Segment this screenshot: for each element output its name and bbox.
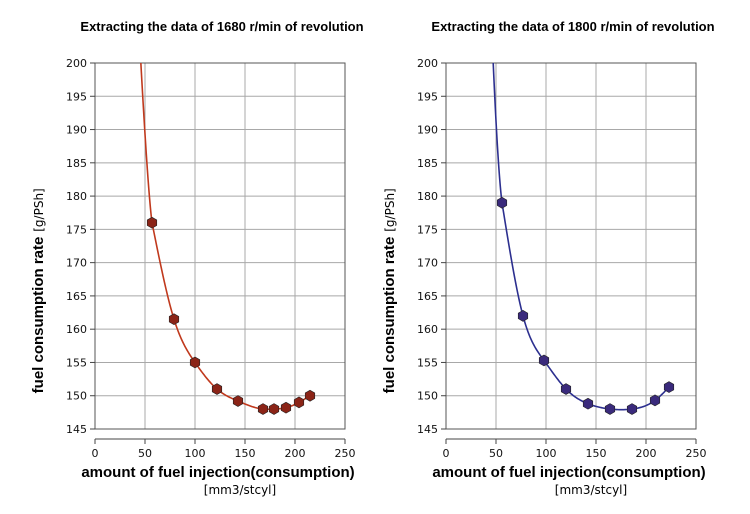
data-point: [582, 397, 594, 410]
y-tick-label: 190: [417, 124, 438, 137]
x-tick-label: 50: [138, 447, 152, 460]
y-tick-label: 185: [417, 157, 438, 170]
y-tick-label: 200: [66, 57, 87, 70]
y-tick-label: 160: [66, 323, 87, 336]
x-tick-label: 50: [489, 447, 503, 460]
y-tick-label: 165: [417, 290, 438, 303]
data-point: [604, 403, 616, 415]
y-tick-label: 150: [417, 390, 438, 403]
y-tick-label: 175: [417, 223, 438, 236]
chart-title: Extracting the data of 1680 r/min of rev…: [80, 19, 363, 34]
y-tick-label: 170: [417, 257, 438, 270]
y-tick-label: 150: [66, 390, 87, 403]
data-point: [268, 403, 280, 415]
data-point: [517, 310, 529, 322]
y-tick-label: 160: [417, 323, 438, 336]
plot-frame: [445, 62, 697, 430]
grid: [446, 63, 696, 429]
y-tick-label: 145: [66, 423, 87, 436]
y-tick-label: 175: [66, 223, 87, 236]
x-axis-unit: [mm3/stcyl]: [204, 483, 276, 497]
fit-curve: [140, 63, 311, 411]
x-tick-label: 0: [92, 447, 99, 460]
chart-1800-rpm: 0 50 100 150 200 250 145 150 155 160 165 170 175 180 1…: [381, 19, 715, 497]
data-point: [280, 401, 292, 414]
y-tick-label: 155: [417, 356, 438, 369]
x-tick-label: 200: [285, 447, 306, 460]
data-point: [663, 381, 675, 393]
y-tick-label: 155: [66, 356, 87, 369]
x-tick-label: 250: [686, 447, 707, 460]
data-point: [211, 383, 223, 395]
y-tick-label: 195: [417, 90, 438, 103]
data-point: [189, 356, 201, 369]
data-point: [146, 216, 158, 229]
data-point: [257, 403, 269, 415]
grid: [95, 63, 345, 429]
data-point: [232, 395, 244, 407]
y-tick-label: 190: [66, 124, 87, 137]
y-tick-label: 180: [66, 190, 87, 203]
x-tick-label: 150: [586, 447, 607, 460]
data-point: [168, 313, 180, 326]
data-point: [649, 394, 661, 407]
y-tick-label: 200: [417, 57, 438, 70]
y-tick-label: 180: [417, 190, 438, 203]
x-tick-label: 250: [335, 447, 356, 460]
y-tick-label: 195: [66, 90, 87, 103]
x-tick-label: 0: [443, 447, 450, 460]
y-axis-unit: [g/PSh]: [383, 188, 397, 231]
data-point: [560, 383, 572, 395]
chart-title: Extracting the data of 1800 r/min of rev…: [431, 19, 714, 34]
chart-1680-rpm: 0 50 100 150 200 250 145 150 155 160 165 170 175 180 1…: [30, 19, 364, 497]
data-point: [293, 396, 305, 409]
x-axis-label: amount of fuel injection(consumption): [432, 464, 705, 481]
y-tick-label: 170: [66, 257, 87, 270]
y-axis-label: fuel consumption rate: [381, 237, 398, 394]
x-tick-label: 200: [636, 447, 657, 460]
data-point: [304, 389, 316, 402]
y-tick-label: 185: [66, 157, 87, 170]
x-axis-label: amount of fuel injection(consumption): [81, 464, 354, 481]
y-axis-unit: [g/PSh]: [32, 188, 46, 231]
data-point: [538, 354, 550, 367]
y-tick-label: 165: [66, 290, 87, 303]
fit-curve: [492, 63, 670, 411]
data-point: [626, 403, 638, 415]
data-point: [496, 196, 508, 209]
x-axis-unit: [mm3/stcyl]: [555, 483, 627, 497]
y-axis-label: fuel consumption rate: [30, 237, 47, 394]
plot-frame: [94, 62, 346, 430]
x-tick-label: 150: [235, 447, 256, 460]
x-tick-label: 100: [536, 447, 557, 460]
x-tick-label: 100: [185, 447, 206, 460]
y-tick-label: 145: [417, 423, 438, 436]
